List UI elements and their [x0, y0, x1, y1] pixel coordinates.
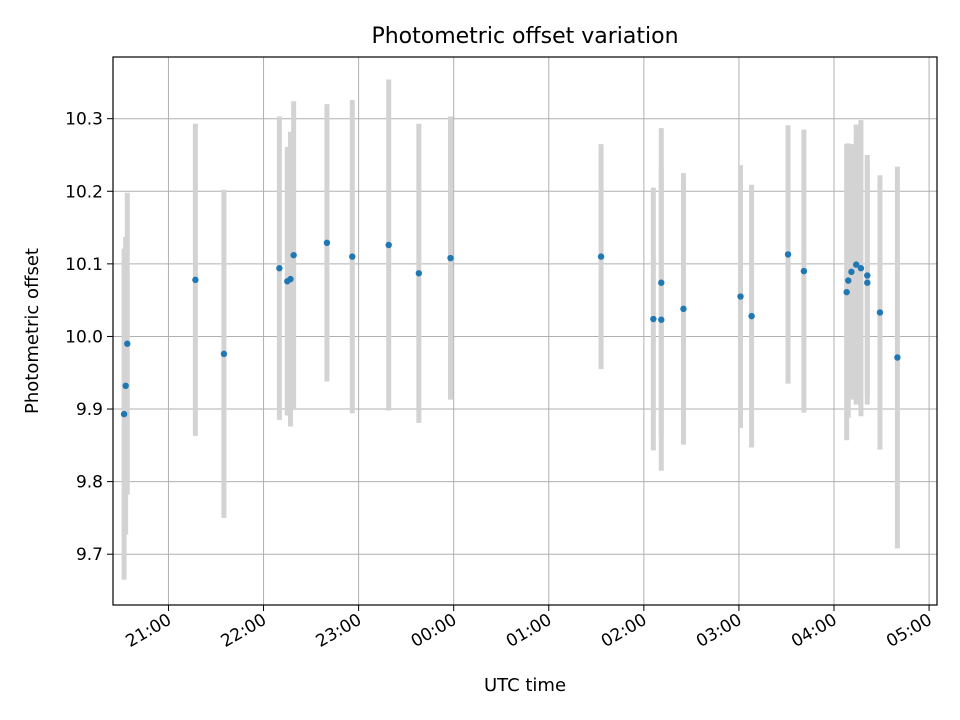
data-point — [864, 279, 871, 286]
data-point — [876, 309, 884, 316]
data-point — [658, 316, 665, 323]
data-point — [220, 350, 228, 358]
chart-title: Photometric offset variation — [371, 24, 678, 49]
x-tick-label: 02:00 — [598, 610, 650, 652]
data-point — [843, 288, 850, 296]
data-point — [290, 251, 297, 259]
data-point — [597, 253, 605, 260]
data-point — [124, 340, 131, 347]
x-tick-label: 01:00 — [503, 610, 555, 652]
x-tick-label: 23:00 — [313, 610, 365, 652]
data-point — [737, 293, 744, 300]
y-tick-label: 9.9 — [76, 400, 103, 420]
x-tick-label: 21:00 — [123, 610, 175, 652]
data-point — [192, 276, 199, 284]
x-tick-label: 04:00 — [788, 610, 840, 652]
data-point — [287, 275, 294, 283]
data-point — [680, 305, 687, 313]
y-tick-label: 10.0 — [65, 327, 103, 347]
data-point — [323, 239, 331, 247]
y-tick-label: 10.3 — [65, 110, 103, 130]
data-point — [120, 410, 128, 418]
data-point — [845, 277, 852, 284]
data-point — [894, 354, 901, 361]
data-point — [385, 241, 392, 249]
grid-lines — [113, 57, 937, 605]
data-point — [447, 254, 454, 262]
data-point — [800, 267, 808, 275]
y-axis-label: Photometric offset — [22, 248, 43, 414]
y-tick-label: 10.1 — [65, 255, 103, 275]
y-tick-label: 9.8 — [76, 473, 103, 493]
y-axis-ticks: 9.7 9.8 9.9 10.0 10.1 10.2 10.3 — [65, 110, 113, 565]
data-point — [784, 251, 792, 258]
data-point — [857, 265, 865, 272]
y-tick-label: 9.7 — [76, 545, 103, 565]
data-point — [852, 261, 860, 268]
data-point — [122, 382, 129, 389]
data-point — [650, 315, 657, 323]
data-point — [349, 253, 356, 260]
data-points — [120, 239, 901, 418]
data-point — [848, 268, 855, 276]
plot-area-frame — [112, 56, 938, 606]
x-axis-ticks: 21:00 22:00 23:00 00:00 01:00 02:00 03:00 04:00… — [123, 605, 936, 652]
x-tick-label: 22:00 — [218, 610, 270, 652]
data-point — [415, 270, 423, 277]
data-point — [276, 265, 283, 272]
x-tick-label: 05:00 — [883, 610, 935, 652]
data-point — [864, 272, 871, 279]
data-point — [658, 279, 665, 286]
y-tick-label: 10.2 — [65, 182, 103, 202]
x-tick-label: 00:00 — [408, 610, 460, 652]
data-point — [748, 312, 755, 320]
x-tick-label: 03:00 — [693, 610, 745, 652]
x-axis-label: UTC time — [484, 675, 566, 696]
error-bars — [121, 79, 900, 580]
